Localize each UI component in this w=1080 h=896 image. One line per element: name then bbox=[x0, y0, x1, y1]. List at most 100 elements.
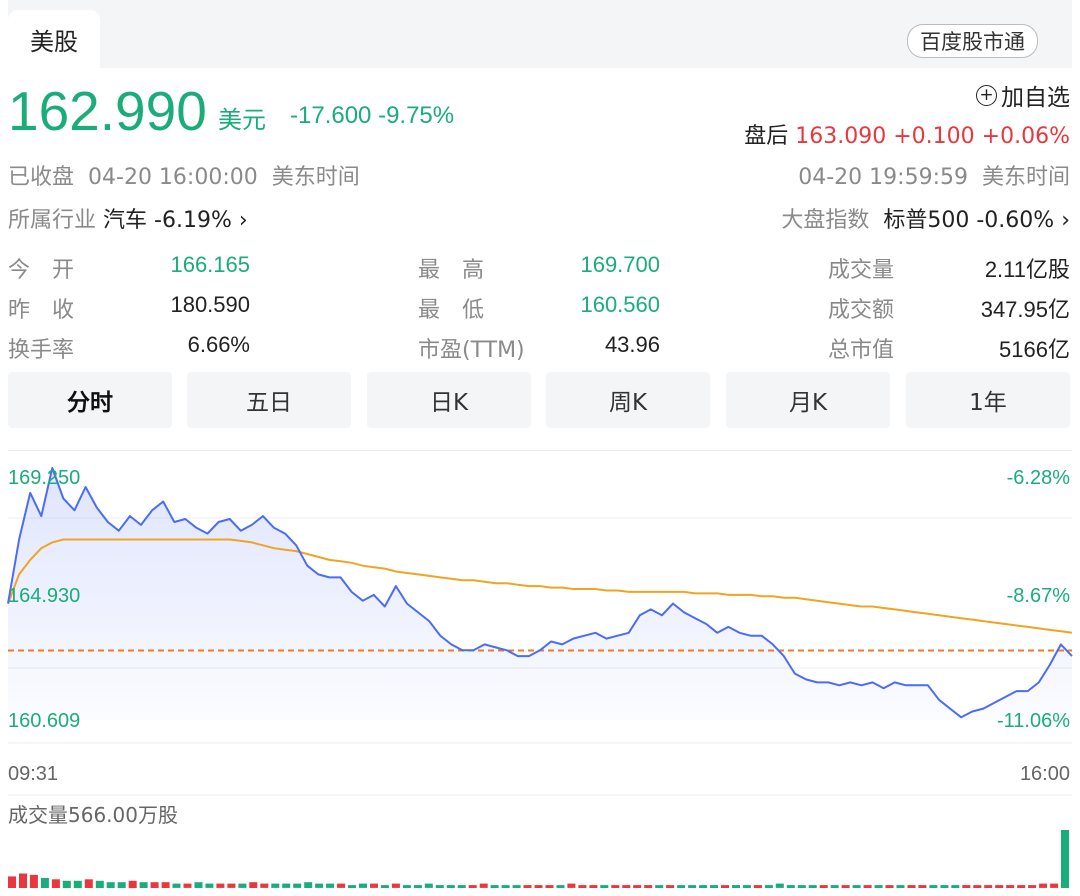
tab-intraday[interactable]: 分时 bbox=[8, 372, 172, 428]
volume-bar bbox=[863, 885, 872, 888]
volume-label: 成交量566.00万股 bbox=[8, 803, 178, 827]
index-link[interactable]: 大盘指数 标普500 -0.60% › bbox=[781, 202, 1070, 234]
volume-bar bbox=[995, 885, 1004, 888]
volume-bar bbox=[51, 879, 60, 888]
stat-label-prev-close: 昨 收 bbox=[8, 298, 75, 323]
stat-label-low: 最 低 bbox=[418, 298, 485, 323]
volume-bar bbox=[424, 883, 433, 888]
volume-bar bbox=[446, 885, 455, 888]
tab-weekly-k[interactable]: 周K bbox=[546, 372, 710, 428]
volume-bar bbox=[589, 885, 598, 888]
volume-bar bbox=[413, 885, 422, 888]
volume-bar bbox=[1028, 885, 1037, 888]
volume-bar bbox=[304, 882, 313, 888]
intraday-chart[interactable]: 169.250 164.930 160.609 -6.28% -8.67% -1… bbox=[0, 450, 1080, 896]
volume-bar bbox=[1061, 830, 1069, 888]
volume-bar bbox=[775, 883, 784, 888]
volume-bar bbox=[523, 885, 532, 888]
chart-top-divider bbox=[8, 450, 1072, 451]
volume-bar bbox=[721, 885, 729, 888]
volume-bar bbox=[567, 883, 576, 888]
index-label: 大盘指数 bbox=[781, 208, 870, 233]
baidu-stock-button[interactable]: 百度股市通 bbox=[907, 24, 1038, 58]
volume-bar bbox=[874, 885, 883, 888]
volume-bar bbox=[984, 885, 993, 888]
volume-bar bbox=[205, 883, 214, 888]
volume-bar bbox=[611, 885, 620, 888]
index-percent: -0.60% bbox=[976, 208, 1055, 233]
volume-bar bbox=[8, 876, 16, 888]
chevron-right-icon: › bbox=[1061, 208, 1070, 233]
change-percent: -9.75% bbox=[378, 102, 455, 129]
after-hours-quote: 盘后 163.090 +0.100 +0.06% bbox=[744, 118, 1070, 150]
stat-label-turnover: 成交额 bbox=[828, 298, 895, 323]
volume-bar bbox=[260, 883, 269, 888]
stat-label-pe: 市盈(TTM) bbox=[418, 338, 525, 363]
tab-one-year[interactable]: 1年 bbox=[906, 372, 1070, 428]
industry-link[interactable]: 所属行业 汽车 -6.19% › bbox=[8, 202, 248, 234]
volume-bar bbox=[194, 882, 203, 888]
volume-bar bbox=[545, 885, 554, 888]
volume-bar bbox=[699, 885, 708, 888]
after-hours-time: 04-20 19:59:59 美东时间 bbox=[798, 159, 1070, 191]
volume-bar bbox=[830, 885, 839, 888]
volume-bar bbox=[183, 883, 192, 888]
volume-bar bbox=[106, 882, 115, 888]
volume-bar bbox=[337, 883, 346, 888]
volume-bar bbox=[1006, 885, 1015, 888]
tab-monthly-k[interactable]: 月K bbox=[726, 372, 890, 428]
market-state: 已收盘 bbox=[8, 165, 75, 190]
stat-label-high: 最 高 bbox=[418, 258, 485, 283]
after-timezone: 美东时间 bbox=[981, 165, 1070, 190]
stat-value-market-cap: 5166亿 bbox=[999, 337, 1070, 362]
volume-bar bbox=[249, 882, 258, 888]
volume-bar bbox=[348, 885, 356, 888]
industry-percent: -6.19% bbox=[154, 208, 232, 233]
add-watchlist-button[interactable]: + 加自选 bbox=[976, 78, 1070, 112]
volume-bar bbox=[501, 885, 510, 888]
volume-bar bbox=[764, 885, 773, 888]
volume-bar bbox=[534, 885, 543, 888]
volume-bar bbox=[1017, 885, 1026, 888]
volume-bar bbox=[655, 885, 664, 888]
stat-value-low: 160.560 bbox=[580, 292, 660, 317]
stat-value-pe: 43.96 bbox=[604, 332, 660, 357]
volume-bar bbox=[370, 883, 378, 888]
volume-bar bbox=[512, 885, 521, 888]
tab-us-stocks[interactable]: 美股 bbox=[8, 10, 100, 68]
stat-value-turnover-rate: 6.66% bbox=[187, 332, 250, 357]
volume-bar bbox=[128, 880, 137, 889]
volume-bar bbox=[139, 882, 148, 888]
volume-bar bbox=[600, 885, 609, 888]
stat-value-turnover: 347.95亿 bbox=[980, 297, 1070, 322]
volume-bar bbox=[84, 879, 93, 888]
volume-bar bbox=[962, 885, 971, 888]
x-label-start: 09:31 bbox=[8, 763, 58, 785]
volume-bar bbox=[271, 883, 280, 888]
y-pct-mid: -8.67% bbox=[1007, 585, 1071, 607]
y-pct-low: -11.06% bbox=[997, 710, 1070, 732]
volume-bar bbox=[666, 885, 675, 888]
volume-bar bbox=[227, 883, 236, 888]
volume-bar bbox=[172, 883, 181, 888]
volume-bar bbox=[326, 883, 335, 888]
volume-bar bbox=[808, 885, 817, 888]
current-price: 162.990 bbox=[8, 80, 207, 142]
volume-bar bbox=[468, 885, 477, 888]
volume-bar bbox=[1039, 883, 1048, 888]
volume-bar bbox=[282, 883, 291, 888]
volume-bar bbox=[677, 885, 686, 888]
volume-bar bbox=[885, 885, 894, 888]
price-area bbox=[8, 468, 1072, 720]
volume-bar bbox=[852, 885, 861, 888]
volume-bar bbox=[622, 885, 631, 888]
tab-daily-k[interactable]: 日K bbox=[367, 372, 531, 428]
volume-bar bbox=[578, 885, 587, 888]
volume-bar bbox=[556, 885, 565, 888]
plus-circle-icon: + bbox=[976, 84, 997, 106]
volume-bar bbox=[238, 883, 247, 888]
tab-five-day[interactable]: 五日 bbox=[187, 372, 351, 428]
x-label-end: 16:00 bbox=[1020, 763, 1070, 785]
volume-bar bbox=[929, 885, 938, 888]
after-time: 04-20 19:59:59 bbox=[798, 165, 968, 190]
